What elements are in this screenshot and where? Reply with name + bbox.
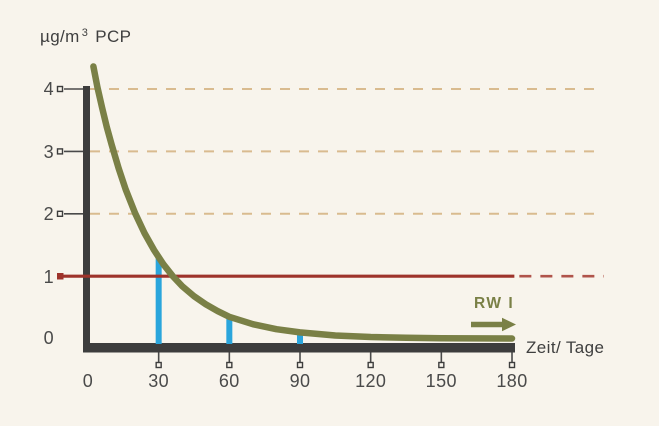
y-tick-label-0: 0 bbox=[43, 328, 54, 348]
x-tick-label-150: 150 bbox=[425, 371, 457, 391]
measurement-bar-30 bbox=[155, 257, 162, 344]
y-tick-label-2: 2 bbox=[43, 204, 54, 224]
decay-curve bbox=[90, 63, 516, 342]
x-tick-marker-120 bbox=[367, 361, 374, 369]
y-tick-marker-2 bbox=[56, 210, 64, 218]
x-tick-label-120: 120 bbox=[355, 371, 387, 391]
y-axis-line bbox=[83, 86, 90, 353]
x-tick-marker-150 bbox=[438, 361, 445, 369]
x-tick-label-30: 30 bbox=[148, 371, 170, 391]
x-tick-marker-90 bbox=[296, 361, 304, 369]
x-tick-marker-30 bbox=[155, 361, 162, 369]
rw1-annotation-label: RW I bbox=[474, 295, 515, 312]
y-tick-marker-3 bbox=[56, 148, 64, 155]
unit-superscript: 3 bbox=[81, 27, 89, 39]
y-tick-marker-4 bbox=[56, 85, 64, 93]
x-tick-label-0: 0 bbox=[82, 371, 94, 391]
substance-text: PCP bbox=[95, 27, 132, 46]
x-tick-label-90: 90 bbox=[289, 371, 311, 391]
y-axis-unit-title: µg/m 3 PCP bbox=[40, 27, 131, 47]
rw1-arrow-head-icon bbox=[502, 317, 516, 332]
x-tick-marker-60 bbox=[226, 361, 233, 369]
unit-text: µg/m bbox=[40, 27, 80, 46]
x-tick-marker-180 bbox=[508, 361, 516, 369]
measurement-bar-60 bbox=[226, 316, 233, 344]
x-axis-title: Zeit/ Tage bbox=[526, 338, 605, 357]
x-tick-label-60: 60 bbox=[218, 371, 240, 391]
x-tick-label-180: 180 bbox=[496, 371, 528, 391]
y-tick-label-4: 4 bbox=[43, 79, 54, 99]
x-axis-line bbox=[83, 343, 515, 353]
y-tick-label-3: 3 bbox=[43, 141, 54, 162]
measurement-bar-90 bbox=[297, 332, 304, 344]
y-tick-label-1: 1 bbox=[43, 266, 54, 287]
